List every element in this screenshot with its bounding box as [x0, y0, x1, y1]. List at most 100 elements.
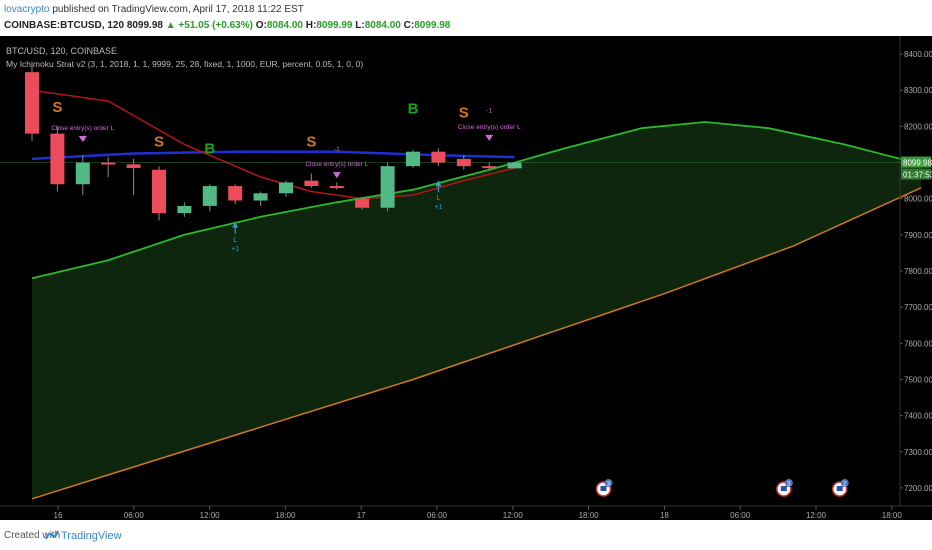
bull-candle: [279, 182, 293, 194]
footer: Created with TradingView: [0, 520, 932, 550]
price-tick-label: 7900.00: [904, 231, 932, 240]
cloud-lower-line: [31, 187, 922, 500]
time-tick-label: 18: [660, 511, 669, 520]
last-price: 8099.98: [126, 20, 163, 31]
bear-candle: [355, 198, 370, 208]
sell-signal: S: [306, 133, 316, 150]
publish-header: lovacrypto published on TradingView.com,…: [0, 0, 932, 36]
event-flags: 3 3 2: [595, 479, 849, 497]
bear-candle: [126, 164, 141, 168]
bull-candle: [75, 162, 90, 185]
time-tick-label: 12:00: [200, 511, 221, 520]
cloud-upper-line: [31, 121, 922, 280]
entries: L +1 L +1: [231, 180, 442, 253]
publish-line: lovacrypto published on TradingView.com,…: [4, 4, 304, 15]
entry-arrow-icon: [232, 221, 239, 228]
entry-label: L: [436, 195, 440, 202]
price-tag-box: [901, 156, 931, 168]
price-tick-label: 7500.00: [904, 375, 932, 384]
sell-signal: S: [52, 99, 62, 116]
order-qty-label: -1: [80, 135, 86, 142]
bear-candle: [456, 158, 471, 167]
bear-candle: [101, 162, 116, 165]
price-tag-value: 8099.98: [903, 159, 932, 168]
event-flag-count: 3: [607, 482, 611, 488]
order-close-label: Close entry(s) order L: [458, 124, 521, 131]
signals: S S B S B S: [52, 99, 468, 158]
order-close-label: Close entry(s) order L: [51, 125, 114, 132]
price-change: ▲ +51.05 (+0.63%): [165, 20, 253, 31]
countdown-tag-box: [901, 168, 931, 180]
price-tick-label: 8400.00: [904, 50, 932, 59]
time-tick-label: 18:00: [882, 511, 903, 520]
close-value: 8099.98: [414, 20, 451, 31]
event-flag-count: 2: [843, 482, 847, 488]
time-tick-label: 12:00: [806, 511, 827, 520]
tradingview-logo-icon: [45, 530, 59, 540]
low-value: 8084.00: [364, 20, 401, 31]
bull-candle: [177, 205, 192, 214]
price-tick-label: 7300.00: [904, 448, 932, 457]
low-label: L:: [355, 20, 365, 31]
bear-candle: [431, 151, 446, 163]
sell-signal: S: [459, 104, 469, 121]
entry-label: L: [233, 237, 237, 244]
bull-candle: [406, 151, 420, 167]
event-flag-emblem: [600, 486, 607, 491]
bear-candle: [228, 186, 243, 201]
event-flag-badge: [840, 479, 849, 487]
close-label: C:: [403, 20, 415, 31]
price-tick-label: 8200.00: [904, 122, 932, 131]
bear-candle: [50, 133, 65, 185]
tradingview-link[interactable]: TradingView: [61, 530, 122, 542]
bear-candle: [152, 169, 166, 214]
order-qty-label: -1: [334, 146, 340, 153]
time-tick-label: 16: [54, 511, 63, 520]
author-link[interactable]: lovacrypto: [4, 4, 50, 15]
time-axis[interactable]: 16 06:00 12:00 18:00 17 06:00 12:00 18:00 18 06:0…: [54, 506, 903, 520]
event-flag-emblem: [836, 486, 843, 491]
order-labels: Close entry(s) order L -1 Close entry(s) o…: [51, 108, 521, 179]
high-value: 8099.99: [316, 20, 353, 31]
indicator-lines: [31, 89, 922, 500]
symbol-label: COINBASE:BTCUSD, 120: [4, 20, 125, 31]
price-tick-label: 8300.00: [904, 86, 932, 95]
time-tick-label: 06:00: [124, 511, 145, 520]
blue-line: [31, 150, 515, 161]
price-tick-label: 7400.00: [904, 412, 932, 421]
exit-marker: [485, 134, 494, 141]
entry-qty: +1: [434, 204, 442, 211]
bull-candle: [253, 193, 268, 201]
buy-signal: B: [408, 101, 419, 118]
bear-candle: [304, 180, 319, 187]
cloud-fill: [32, 122, 921, 499]
time-tick-label: 12:00: [503, 511, 524, 520]
entry-qty: +1: [231, 246, 239, 253]
price-tick-label: 7800.00: [904, 267, 932, 276]
event-flag-badge: [784, 479, 793, 487]
price-tick-label: 8000.00: [904, 195, 932, 204]
high-label: H:: [305, 20, 317, 31]
order-close-label: Close entry(s) order L: [305, 161, 368, 168]
event-flag-emblem: [780, 486, 787, 491]
time-tick-label: 06:00: [427, 511, 448, 520]
published-text: published on TradingView.com, April 17, …: [52, 4, 304, 15]
open-value: 8084.00: [266, 20, 303, 31]
exit-marker: [332, 172, 341, 179]
event-flag-count: 3: [787, 482, 791, 488]
created-with-text: Created with: [4, 530, 61, 541]
price-tick-label: 7200.00: [904, 484, 932, 493]
bull-candle: [380, 166, 395, 208]
ichimoku-cloud: [32, 122, 921, 499]
indicator-info-label: My Ichimoku Strat v2 (3, 1, 2018, 1, 1, …: [6, 59, 363, 69]
time-tick-label: 18:00: [275, 511, 296, 520]
entry-arrow-icon: [435, 180, 442, 187]
time-tick-label: 18:00: [579, 511, 600, 520]
red-line: [31, 89, 515, 200]
countdown-tag-value: 01:37:53: [903, 171, 932, 180]
bear-candle: [329, 186, 344, 189]
price-tag: 8099.98 01:37:53: [901, 156, 932, 180]
candles: [25, 64, 522, 221]
